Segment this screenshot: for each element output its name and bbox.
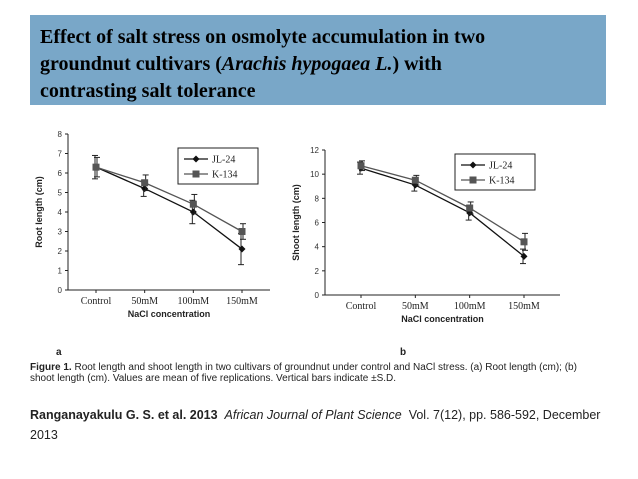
chart-a-y-tick-label: 0 (58, 286, 63, 295)
chart-b-y-tick-label: 6 (315, 219, 320, 228)
chart-a-data-point (92, 163, 100, 171)
chart-a-series-k-134 (92, 156, 246, 240)
chart-a-y-tick-label: 2 (58, 247, 63, 256)
chart-a-y-tick-label: 8 (58, 130, 63, 139)
chart-b-y-tick-label: 4 (315, 243, 320, 252)
chart-a-x-axis-title: NaCl concentration (128, 309, 211, 319)
chart-a-y-tick-label: 6 (58, 169, 63, 178)
chart-b-legend: JL-24 K-134 (454, 153, 536, 191)
chart-a-y-tick-label: 4 (58, 208, 63, 217)
chart-b-panel-letter: b (400, 347, 406, 358)
chart-a-y-axis-title: Root length (cm) (34, 176, 44, 248)
citation-journal: African Journal of Plant Science (224, 408, 402, 422)
title-banner: Effect of salt stress on osmolyte accumu… (30, 15, 606, 105)
chart-a-legend-label: K-134 (212, 170, 238, 181)
chart-a-legend: JL-24 K-134 (177, 147, 259, 185)
chart-b-series-k-134 (357, 160, 528, 251)
chart-a-y-tick-label: 5 (58, 189, 63, 198)
chart-b-series-line (360, 165, 525, 243)
chart-b-x-axis-title: NaCl concentration (401, 314, 484, 324)
caption-text: Root length and shoot length in two cult… (30, 362, 577, 384)
chart-b-data-point (411, 176, 419, 184)
figure-caption: Figure 1. Root length and shoot length i… (30, 362, 590, 384)
chart-a-category-label: 150mM (226, 296, 258, 307)
chart-b-data-point (520, 238, 528, 246)
title-line-3: contrasting salt tolerance (40, 80, 256, 102)
chart-a-legend-marker (192, 155, 200, 163)
title-line-1: Effect of salt stress on osmolyte accumu… (40, 26, 486, 48)
chart-a-y-tick-label: 1 (58, 267, 63, 276)
chart-a-legend-marker (192, 170, 200, 178)
chart-a-data-point (141, 185, 149, 193)
citation-authors: Ranganayakulu G. S. et al. 2013 (30, 408, 218, 422)
caption-label: Figure 1. (30, 362, 72, 373)
chart-b-y-axis-title: Shoot length (cm) (291, 184, 301, 261)
chart-b-legend-marker (469, 176, 477, 184)
chart-a-legend-box (177, 147, 259, 185)
chart-b-data-point (466, 204, 474, 212)
chart-b-y-tick-label: 12 (310, 146, 319, 155)
chart-b-legend-label: K-134 (489, 176, 515, 187)
chart-b-shoot-length: 0 2 4 6 8 10 12 Control 50mM 100mM 150mM NaCl conce… (291, 146, 560, 358)
chart-a-series-line (95, 166, 243, 233)
chart-a-series-line (95, 166, 243, 250)
chart-b-category-label: 100mM (454, 301, 486, 312)
chart-a-y-tick-label: 3 (58, 228, 63, 237)
chart-a-data-point (141, 179, 149, 187)
chart-a-data-point (238, 228, 246, 235)
chart-b-series-line (360, 167, 525, 257)
chart-b-legend-box (454, 153, 536, 191)
citation: Ranganayakulu G. S. et al. 2013 African … (30, 405, 620, 445)
chart-b-y-tick-label: 8 (315, 194, 320, 203)
title-line-2-post: ) with (392, 53, 442, 75)
chart-b-y-tick-label: 2 (315, 267, 320, 276)
chart-b-category-label: 150mM (508, 301, 540, 312)
chart-b-data-point (357, 162, 365, 170)
chart-a-y-tick-label: 7 (58, 150, 63, 159)
chart-a-data-point (238, 245, 246, 253)
chart-b-category-label: Control (346, 301, 377, 312)
chart-b-legend-label: JL-24 (489, 161, 512, 172)
chart-b-y-tick-label: 10 (310, 170, 319, 179)
title-species: Arachis hypogaea L. (221, 53, 393, 75)
title-line-2: groundnut cultivars (Arachis hypogaea L.… (40, 51, 596, 78)
chart-a-panel-letter: a (56, 347, 62, 358)
chart-a-category-label: 100mM (177, 296, 209, 307)
chart-a-legend-label: JL-24 (212, 155, 235, 166)
chart-a-root-length: 0 1 2 3 4 5 6 7 8 Control 50mM 100mM 150mM NaCl conce… (34, 130, 270, 358)
chart-b-y-tick-label: 0 (315, 291, 320, 300)
chart-b-category-label: 50mM (402, 301, 429, 312)
chart-b-legend-marker (469, 161, 477, 169)
chart-a-data-point (189, 200, 197, 208)
citation-details: Vol. 7(12), pp. 586-592, December 2013 (30, 408, 601, 442)
chart-a-category-label: 50mM (131, 296, 158, 307)
chart-b-data-point (520, 252, 528, 260)
chart-a-category-label: Control (81, 296, 112, 307)
title-line-2-pre: groundnut cultivars ( (40, 53, 222, 75)
